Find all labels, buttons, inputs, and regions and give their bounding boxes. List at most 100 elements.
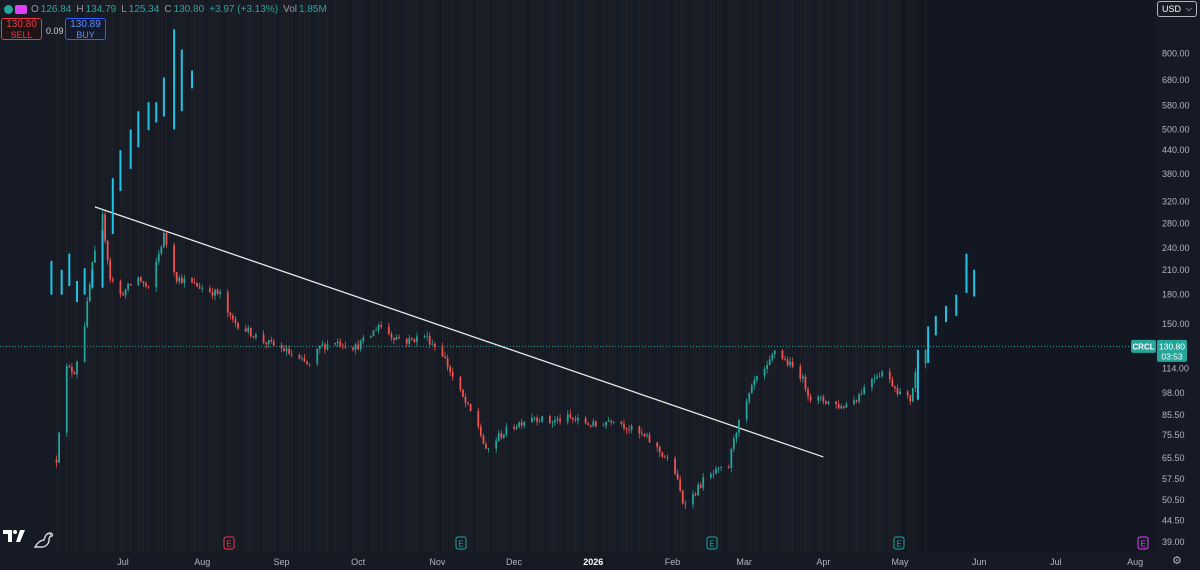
low-value: 125.34 <box>128 3 160 15</box>
projection-bar <box>75 280 78 303</box>
candle-body <box>387 326 390 334</box>
candle-body <box>625 428 628 430</box>
x-axis-label: Aug <box>194 557 210 567</box>
candle-body <box>405 338 408 344</box>
candle-body <box>219 292 222 294</box>
candle-body <box>375 330 377 331</box>
candle-body <box>858 394 861 402</box>
candle-body <box>853 400 855 404</box>
candle-body <box>559 418 561 422</box>
candle-body <box>395 337 398 340</box>
projection-bar <box>965 253 968 293</box>
candle-body <box>702 477 705 488</box>
candle-body <box>589 425 592 427</box>
candle-body <box>449 366 452 373</box>
candle-body <box>201 288 204 290</box>
candle-body <box>638 426 641 434</box>
candle-body <box>467 402 469 404</box>
candle-body <box>183 278 186 284</box>
candle-body <box>451 372 454 377</box>
candle-body <box>68 366 71 368</box>
candle-body <box>533 417 536 419</box>
volume-label: Vol <box>283 3 298 15</box>
dino-icon[interactable] <box>33 528 55 550</box>
candle-body <box>679 479 682 491</box>
candle-body <box>894 386 896 389</box>
candle-body <box>214 289 216 296</box>
candle-body <box>819 396 822 398</box>
candle-body <box>518 422 521 427</box>
candle-body <box>129 283 132 286</box>
candle-body <box>556 418 559 421</box>
sell-label: SELL <box>10 30 33 40</box>
candle-body <box>160 246 163 254</box>
projection-bar <box>50 260 53 295</box>
earnings-marker: E <box>455 536 467 550</box>
candle-body <box>127 283 130 290</box>
candle-body <box>109 259 112 280</box>
x-axis-label: Jun <box>972 557 987 567</box>
candle-body <box>479 426 482 436</box>
candle-body <box>318 345 321 349</box>
market-status-icon <box>4 4 13 14</box>
candle-body <box>444 356 446 359</box>
spread-value: 0.09 <box>46 26 64 36</box>
currency-selector[interactable]: USD ⌵ <box>1157 1 1197 17</box>
candle-body <box>520 422 523 426</box>
candle-body <box>104 214 107 241</box>
candle-body <box>592 421 595 427</box>
candle-body <box>137 277 140 286</box>
candle-body <box>252 336 255 338</box>
buy-button[interactable]: 130.89 BUY <box>65 18 106 40</box>
candle-body <box>433 343 436 348</box>
candle-body <box>262 334 265 343</box>
projection-bar <box>111 178 114 235</box>
candle-body <box>288 348 291 355</box>
projection-bar <box>191 70 194 89</box>
candle-body <box>523 421 526 426</box>
candle-body <box>732 438 735 449</box>
settings-gear-icon[interactable]: ⚙ <box>1172 555 1182 567</box>
candle-body <box>502 434 505 438</box>
candle-body <box>809 396 812 401</box>
candle-body <box>896 388 899 394</box>
candle-body <box>623 423 625 429</box>
projection-bar <box>973 269 976 297</box>
candle-body <box>612 421 615 423</box>
candle-body <box>531 417 533 422</box>
candle-body <box>845 403 848 408</box>
y-axis-label: 800.00 <box>1162 49 1190 59</box>
candle-body <box>73 372 76 375</box>
candle-body <box>272 341 275 346</box>
candle-body <box>354 344 357 350</box>
candle-body <box>316 348 319 364</box>
earnings-marker: E <box>706 536 718 550</box>
symbol-icon[interactable] <box>15 4 27 14</box>
candle-body <box>244 328 247 332</box>
candle-body <box>175 272 178 282</box>
candle-body <box>801 376 804 379</box>
candle-body <box>280 345 283 349</box>
sell-button[interactable]: 130.80 SELL <box>1 18 42 40</box>
candle-body <box>390 333 393 338</box>
candle-body <box>232 315 234 320</box>
projection-bar <box>137 111 140 148</box>
candle-body <box>735 432 738 439</box>
candle-body <box>771 354 774 360</box>
earnings-marker: E <box>893 536 905 550</box>
y-axis-label: 39.00 <box>1162 537 1185 547</box>
projection-bar <box>927 326 930 363</box>
projection-bar <box>119 150 122 191</box>
projection-bar <box>101 230 104 288</box>
y-axis-label: 85.50 <box>1162 410 1185 420</box>
symbol-tag <box>1131 339 1156 353</box>
projection-bar <box>955 294 958 316</box>
x-axis-label: Aug <box>1127 557 1143 567</box>
tradingview-logo-icon[interactable] <box>3 528 25 544</box>
candle-body <box>237 322 239 329</box>
x-axis-label: Dec <box>506 557 523 567</box>
candle-body <box>584 417 587 424</box>
candle-body <box>500 433 503 438</box>
projection-bar <box>916 349 919 400</box>
